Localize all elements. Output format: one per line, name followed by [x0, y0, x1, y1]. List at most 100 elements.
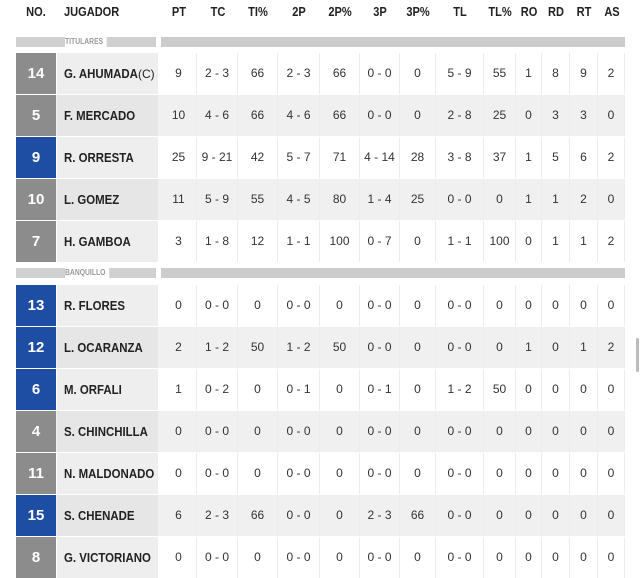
player-name[interactable]: H. GAMBOA [57, 221, 158, 262]
table-header: NO. JUGADOR PT TC TI% 2P 2P% 3P 3P% TL TL% RO RD RT AS [0, 0, 640, 24]
column-header-jugador[interactable]: JUGADOR [64, 4, 120, 19]
column-header-pt[interactable]: PT [171, 4, 187, 19]
stat-rt: 9 [570, 53, 598, 94]
player-name[interactable]: G. VICTORIANO [57, 537, 158, 578]
player-name-text: H. GAMBOA [64, 234, 131, 249]
stat-rd: 0 [542, 327, 570, 368]
stat-tl: 100 [484, 221, 516, 262]
stat-as: 0 [598, 95, 625, 136]
player-name[interactable]: S. CHENADE [57, 495, 158, 536]
stat-rt: 2 [570, 179, 598, 220]
stat-ro: 1 [516, 137, 542, 178]
player-name[interactable]: R. FLORES [57, 285, 158, 326]
stat-tc: 0 - 0 [197, 537, 238, 578]
stat-tl: 55 [484, 53, 516, 94]
stat-ro: 0 [516, 453, 542, 494]
stat-pt: 11 [161, 179, 197, 220]
stat-2p: 0 [320, 411, 360, 452]
stat-tc: 9 - 21 [197, 137, 238, 178]
stat-ro: 1 [516, 53, 542, 94]
column-header-tl[interactable]: TL [453, 4, 467, 19]
player-name[interactable]: G. AHUMADA(C) [57, 53, 158, 94]
player-name[interactable]: S. CHINCHILLA [57, 411, 158, 452]
stat-3p: 0 [400, 453, 436, 494]
column-header-ro[interactable]: RO [520, 4, 538, 19]
stat-3p: 25 [400, 179, 436, 220]
stat-ti: 66 [238, 95, 278, 136]
stat-ro: 0 [516, 369, 542, 410]
stat-ti: 0 [238, 453, 278, 494]
stat-pt: 1 [161, 369, 197, 410]
stat-3p: 0 [400, 369, 436, 410]
stat-rd: 0 [542, 369, 570, 410]
stat-3p: 28 [400, 137, 436, 178]
stat-3p: 0 - 0 [360, 95, 400, 136]
stat-ro: 0 [516, 221, 542, 262]
column-header-rd[interactable]: RD [548, 4, 564, 19]
stat-2p: 0 [320, 495, 360, 536]
stat-rd: 5 [542, 137, 570, 178]
stat-tl: 0 [484, 411, 516, 452]
player-name[interactable]: L. GOMEZ [57, 179, 158, 220]
column-header-3p[interactable]: 3P [373, 4, 387, 19]
column-header-rt[interactable]: RT [576, 4, 592, 19]
stat-rt: 0 [570, 369, 598, 410]
stat-ti: 66 [238, 53, 278, 94]
stat-ti: 0 [238, 537, 278, 578]
stat-tl: 0 - 0 [436, 411, 484, 452]
column-header-no[interactable]: NO. [26, 4, 46, 19]
scrollbar[interactable] [636, 338, 639, 372]
player-name[interactable]: R. ORRESTA [57, 137, 158, 178]
stat-2p: 2 - 3 [278, 53, 320, 94]
stat-3p: 0 [400, 285, 436, 326]
stat-3p: 0 - 0 [360, 453, 400, 494]
stat-tl: 0 [484, 495, 516, 536]
player-name[interactable]: M. ORFALI [57, 369, 158, 410]
section-label: BANQUILLO [65, 267, 109, 279]
stat-tc: 2 - 3 [197, 53, 238, 94]
stat-pt: 0 [161, 453, 197, 494]
stat-rt: 1 [570, 221, 598, 262]
column-header-2p[interactable]: 2P% [328, 4, 352, 19]
player-number: 4 [16, 411, 56, 452]
stat-rd: 0 [542, 495, 570, 536]
stat-tl: 0 - 0 [436, 537, 484, 578]
player-number: 13 [16, 285, 56, 326]
stat-2p: 50 [320, 327, 360, 368]
stat-ro: 0 [516, 495, 542, 536]
column-header-as[interactable]: AS [603, 4, 620, 19]
player-name[interactable]: N. MALDONADO [57, 453, 158, 494]
player-name[interactable]: F. MERCADO [57, 95, 158, 136]
player-row[interactable]: 9 R. ORRESTA 25 9 - 21 42 5 - 7 71 4 - 14 28 3 - … [16, 137, 625, 178]
divider-bar [161, 268, 625, 278]
stat-tl: 0 [484, 327, 516, 368]
column-header-tc[interactable]: TC [210, 4, 225, 19]
stat-as: 0 [598, 453, 625, 494]
stat-2p: 1 - 2 [278, 327, 320, 368]
stat-ro: 1 [516, 327, 542, 368]
divider-bar [161, 37, 625, 47]
column-header-tl[interactable]: TL% [488, 4, 512, 19]
stat-ti: 50 [238, 327, 278, 368]
column-header-3p[interactable]: 3P% [406, 4, 430, 19]
stat-rt: 0 [570, 453, 598, 494]
column-header-2p[interactable]: 2P [292, 4, 306, 19]
stat-3p: 0 [400, 537, 436, 578]
stat-ti: 0 [238, 411, 278, 452]
stat-2p: 80 [320, 179, 360, 220]
stat-tc: 5 - 9 [197, 179, 238, 220]
player-name[interactable]: L. OCARANZA [57, 327, 158, 368]
stat-rd: 1 [542, 221, 570, 262]
column-header-ti[interactable]: TI% [248, 4, 268, 19]
